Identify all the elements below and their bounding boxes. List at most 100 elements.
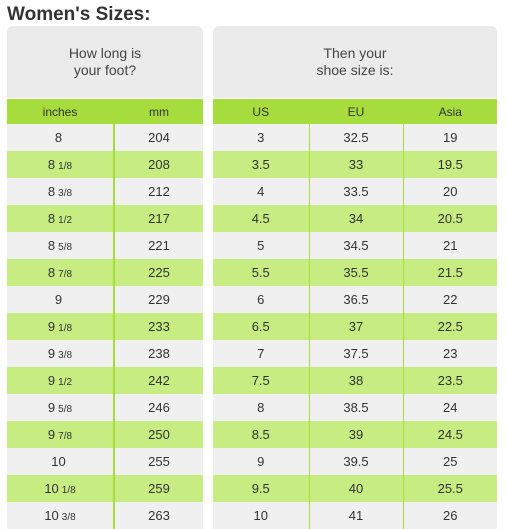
- asia-size-cell: 20.5: [403, 205, 497, 232]
- inches-whole: 9: [47, 427, 56, 442]
- inches-whole: 9: [47, 400, 56, 415]
- eu-size-cell: 34.5: [309, 232, 404, 259]
- foot-length-table-body: inches mm 8 204 8 1/8 208 8 3/8 212 8 1/2 217 8 5/8 2…: [7, 99, 203, 529]
- us-size-cell: 9.5: [213, 475, 310, 502]
- table-row: 8 204: [7, 124, 203, 151]
- us-size-cell: 3.5: [213, 151, 310, 178]
- table-row: 8 5/8 221: [7, 232, 203, 259]
- asia-size-cell: 22.5: [403, 313, 497, 340]
- us-size-cell: 9: [213, 448, 310, 475]
- table-row: 7.5 38 23.5: [213, 367, 497, 394]
- inches-cell: 9 3/8: [7, 340, 115, 367]
- inches-cell: 8 7/8: [7, 259, 115, 286]
- inches-fraction: 3/8: [58, 350, 73, 361]
- asia-size-cell: 22: [403, 286, 497, 313]
- table-row: 10 3/8 263: [7, 502, 203, 529]
- inches-cell: 8 1/8: [7, 151, 115, 178]
- inches-fraction: 7/8: [58, 431, 73, 442]
- eu-size-cell: 38.5: [309, 394, 404, 421]
- asia-size-cell: 25.5: [403, 475, 497, 502]
- inches-whole: 10: [44, 481, 59, 496]
- us-size-cell: 3: [213, 124, 310, 151]
- us-size-cell: 6.5: [213, 313, 310, 340]
- inches-cell: 10 1/8: [7, 475, 115, 502]
- asia-size-cell: 25: [403, 448, 497, 475]
- table-row: 9 39.5 25: [213, 448, 497, 475]
- eu-size-cell: 38: [309, 367, 404, 394]
- asia-size-cell: 21: [403, 232, 497, 259]
- inches-whole: 9: [47, 319, 56, 334]
- inches-fraction: 3/8: [58, 188, 73, 199]
- inches-whole: 8: [54, 130, 63, 145]
- table-row: 10 41 26: [213, 502, 497, 529]
- inches-whole: 10: [51, 454, 66, 469]
- table-row: 8 1/8 208: [7, 151, 203, 178]
- inches-cell: 10: [7, 448, 115, 475]
- mm-cell: 242: [114, 367, 203, 394]
- mm-cell: 259: [114, 475, 203, 502]
- eu-size-cell: 40: [309, 475, 404, 502]
- shoe-size-panel: Then your shoe size is:: [213, 26, 497, 98]
- inches-whole: 8: [47, 238, 56, 253]
- inches-whole: 8: [47, 265, 56, 280]
- inches-fraction: 1/8: [58, 323, 73, 334]
- eu-size-cell: 39.5: [309, 448, 404, 475]
- us-size-cell: 4: [213, 178, 310, 205]
- asia-size-cell: 21.5: [403, 259, 497, 286]
- inches-fraction: 5/8: [58, 242, 73, 253]
- inches-fraction: 1/2: [58, 215, 73, 226]
- table-row: 8 38.5 24: [213, 394, 497, 421]
- mm-cell: 255: [114, 448, 203, 475]
- table-row: 5 34.5 21: [213, 232, 497, 259]
- mm-cell: 238: [114, 340, 203, 367]
- inches-cell: 9: [7, 286, 115, 313]
- eu-size-cell: 32.5: [309, 124, 404, 151]
- table-row: 7 37.5 23: [213, 340, 497, 367]
- inches-fraction: 1/8: [61, 485, 76, 496]
- inches-column-header: inches: [7, 99, 115, 124]
- inches-fraction: 5/8: [58, 404, 73, 415]
- mm-cell: 212: [114, 178, 203, 205]
- asia-size-cell: 24: [403, 394, 497, 421]
- table-row: 3 32.5 19: [213, 124, 497, 151]
- mm-cell: 229: [114, 286, 203, 313]
- shoe-size-table: US EU Asia 3 32.5 19 3.5 33 19.5 4 33.5 20 4.5 34 2…: [213, 99, 497, 529]
- table-row: 6 36.5 22: [213, 286, 497, 313]
- inches-whole: 9: [47, 346, 56, 361]
- inches-cell: 8 5/8: [7, 232, 115, 259]
- inches-whole: 9: [47, 373, 56, 388]
- inches-cell: 9 7/8: [7, 421, 115, 448]
- table-row: 8.5 39 24.5: [213, 421, 497, 448]
- asia-size-cell: 19.5: [403, 151, 497, 178]
- eu-size-cell: 34: [309, 205, 404, 232]
- inches-fraction: 7/8: [58, 269, 73, 280]
- inches-cell: 10 3/8: [7, 502, 115, 529]
- us-column-header: US: [213, 99, 310, 124]
- asia-size-cell: 19: [403, 124, 497, 151]
- us-size-cell: 8.5: [213, 421, 310, 448]
- us-size-cell: 7.5: [213, 367, 310, 394]
- table-row: 9 5/8 246: [7, 394, 203, 421]
- table-row: 4.5 34 20.5: [213, 205, 497, 232]
- inches-fraction: 3/8: [61, 512, 76, 523]
- foot-length-header-row: inches mm: [7, 99, 203, 124]
- inches-cell: 8: [7, 124, 115, 151]
- inches-cell: 8 3/8: [7, 178, 115, 205]
- mm-cell: 246: [114, 394, 203, 421]
- table-row: 8 3/8 212: [7, 178, 203, 205]
- eu-size-cell: 39: [309, 421, 404, 448]
- inches-cell: 9 5/8: [7, 394, 115, 421]
- mm-cell: 263: [114, 502, 203, 529]
- table-row: 8 1/2 217: [7, 205, 203, 232]
- table-row: 4 33.5 20: [213, 178, 497, 205]
- mm-cell: 204: [114, 124, 203, 151]
- table-row: 9 1/2 242: [7, 367, 203, 394]
- eu-size-cell: 37.5: [309, 340, 404, 367]
- mm-cell: 225: [114, 259, 203, 286]
- table-row: 10 1/8 259: [7, 475, 203, 502]
- us-size-cell: 5: [213, 232, 310, 259]
- table-row: 9 7/8 250: [7, 421, 203, 448]
- asia-size-cell: 23.5: [403, 367, 497, 394]
- shoe-size-heading: Then your shoe size is:: [316, 45, 394, 78]
- mm-column-header: mm: [114, 99, 203, 124]
